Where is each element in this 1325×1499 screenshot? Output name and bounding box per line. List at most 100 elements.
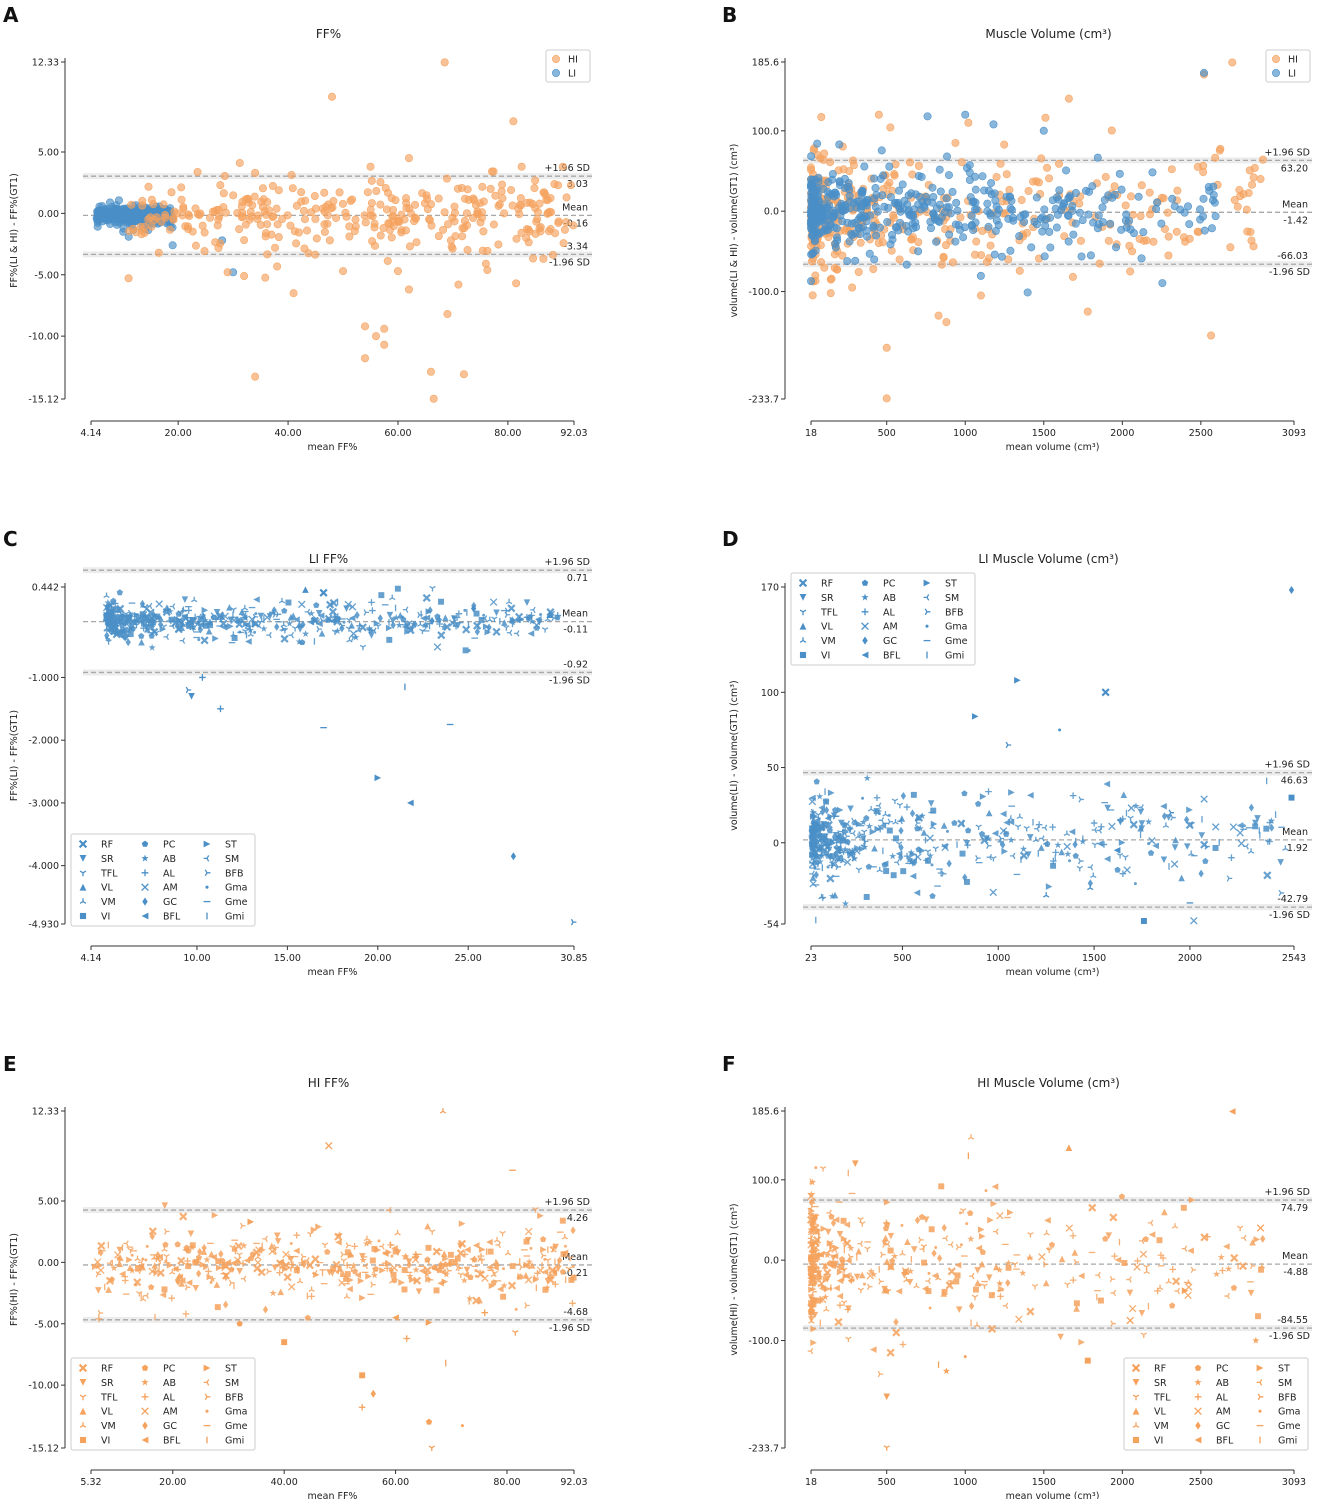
data-point-outlier — [1126, 1316, 1134, 1325]
data-point — [1178, 874, 1185, 882]
x-tick-label: 23 — [805, 953, 817, 964]
legend-marker-tfl — [1132, 1394, 1140, 1401]
data-point — [1247, 236, 1256, 245]
data-point — [1038, 1253, 1046, 1261]
data-point-outlier — [361, 354, 370, 363]
data-point — [1174, 1287, 1180, 1295]
data-point — [235, 225, 244, 234]
data-point — [114, 196, 123, 205]
legend-label-tfl: TFL — [820, 607, 838, 618]
data-point — [842, 1239, 849, 1245]
data-point — [310, 1226, 318, 1234]
data-point — [256, 220, 265, 229]
data-point — [808, 835, 817, 845]
data-point — [865, 249, 874, 258]
data-point — [141, 1257, 145, 1261]
data-point — [156, 1253, 163, 1261]
data-point — [269, 212, 278, 221]
data-point — [402, 204, 411, 213]
data-point — [1185, 220, 1194, 229]
legend-marker-sr — [1132, 1379, 1140, 1386]
data-point — [184, 619, 192, 627]
data-point — [1087, 864, 1094, 871]
data-point — [817, 258, 826, 267]
data-point — [1106, 219, 1115, 228]
scatter-points — [806, 1108, 1266, 1451]
data-point — [486, 623, 492, 632]
data-point — [1071, 1249, 1079, 1256]
data-point — [1199, 212, 1208, 221]
data-point — [817, 817, 821, 821]
data-point — [529, 1246, 533, 1250]
data-point — [1094, 211, 1103, 220]
data-point-outlier — [510, 852, 517, 861]
data-point — [543, 195, 552, 204]
data-point — [369, 1257, 376, 1264]
data-point — [477, 213, 486, 222]
data-point — [918, 847, 926, 854]
data-point — [880, 1251, 886, 1258]
data-point — [845, 1257, 852, 1265]
data-point — [1095, 1271, 1101, 1279]
data-point-outlier — [470, 604, 477, 613]
data-point — [532, 1207, 539, 1213]
data-point — [213, 1281, 221, 1288]
upper-sd-value: 3.03 — [567, 179, 588, 190]
lower-sd-label: -1.96 SD — [549, 257, 590, 268]
data-point — [406, 1272, 414, 1280]
data-point — [1247, 848, 1255, 854]
data-point — [391, 1245, 398, 1252]
data-point — [195, 1254, 202, 1261]
data-point — [254, 211, 263, 220]
data-point — [889, 213, 898, 222]
panel-e: EHI FF%12.335.000.00-5.00-10.00-15.125.3… — [3, 1052, 592, 1499]
y-tick-label: 0.0 — [764, 207, 779, 218]
data-point — [898, 815, 906, 822]
data-point — [246, 625, 252, 632]
data-point — [902, 260, 911, 269]
legend-label-li: LI — [568, 69, 576, 80]
data-point — [379, 224, 388, 233]
data-point — [922, 1216, 930, 1224]
data-point — [848, 1275, 856, 1283]
data-point — [865, 822, 874, 830]
data-point-outlier — [1086, 251, 1095, 260]
data-point — [91, 1263, 99, 1271]
data-point — [1159, 194, 1168, 203]
data-point — [967, 221, 976, 230]
data-point — [96, 214, 105, 223]
data-point — [316, 620, 323, 628]
data-point — [205, 1268, 212, 1275]
data-point — [173, 1265, 179, 1272]
data-point — [807, 1347, 814, 1355]
legend-marker-ab — [1194, 1378, 1202, 1386]
data-point — [957, 158, 966, 167]
data-point — [826, 874, 835, 883]
data-point — [1243, 843, 1249, 850]
data-point — [358, 623, 367, 632]
data-point — [978, 1260, 986, 1268]
data-point — [1002, 170, 1011, 179]
data-point — [165, 225, 174, 234]
data-point — [918, 1213, 926, 1220]
data-point — [1110, 1320, 1116, 1327]
data-point — [471, 1256, 478, 1263]
data-point — [385, 1260, 392, 1267]
data-point — [103, 592, 110, 599]
data-point — [453, 614, 461, 621]
data-point — [954, 1272, 961, 1279]
data-point — [863, 814, 870, 821]
data-point — [1163, 208, 1172, 217]
data-point — [423, 1266, 432, 1275]
data-point — [1096, 840, 1104, 847]
data-point — [478, 1258, 486, 1264]
data-point — [453, 184, 462, 193]
data-point — [1006, 1209, 1014, 1216]
data-point — [834, 166, 843, 175]
data-point — [848, 1277, 855, 1284]
data-point — [1129, 229, 1138, 238]
data-point — [501, 619, 508, 626]
data-point — [168, 1294, 176, 1302]
legend-label-vl: VL — [101, 1407, 113, 1418]
